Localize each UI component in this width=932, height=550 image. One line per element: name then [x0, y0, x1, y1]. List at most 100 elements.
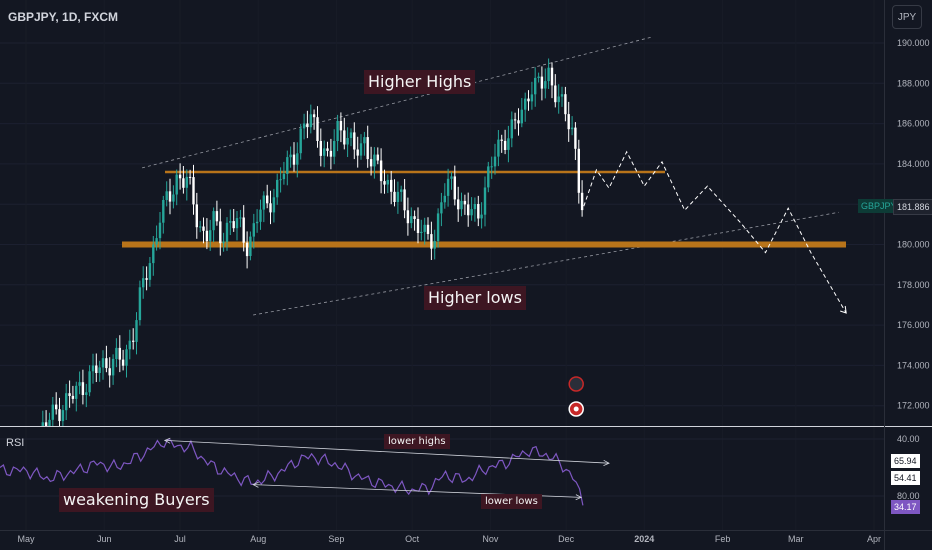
candle-down [215, 211, 219, 222]
channel-lower-line [253, 211, 839, 316]
candle-down [540, 76, 544, 89]
candle-up [155, 238, 158, 245]
candle-down [292, 154, 296, 165]
candle-down [356, 149, 359, 156]
price-tick-label: 176.000 [897, 320, 930, 330]
candle-down [376, 154, 379, 161]
currency-button[interactable]: JPY [892, 5, 922, 29]
candle-up [497, 139, 500, 157]
higher-highs-annotation: Higher Highs [364, 70, 476, 94]
candle-up [534, 77, 537, 95]
candle-up [396, 191, 400, 202]
candle-down [379, 160, 383, 182]
candle-down [132, 340, 135, 342]
rsi-lower-lows-arrow-head [252, 481, 259, 488]
candle-up [85, 392, 88, 395]
higher-lows-annotation: Higher lows [424, 286, 526, 310]
candle-up [436, 213, 440, 241]
candle-up [480, 214, 483, 219]
candle-down [145, 278, 148, 280]
candle-up [410, 216, 413, 224]
candle-up [65, 393, 68, 411]
candle-up [302, 123, 306, 129]
candle-up [78, 382, 81, 386]
candle-up [336, 121, 339, 141]
price-tag-value: 181.886 [893, 199, 932, 215]
candle-up [570, 127, 574, 130]
price-tag-symbol: GBPJPY [858, 199, 900, 213]
candle-down [403, 189, 406, 211]
candle-up [235, 218, 239, 229]
candle-down [242, 217, 245, 243]
candle-up [239, 217, 242, 219]
time-tick-label: Mar [788, 534, 804, 544]
candle-up [225, 222, 229, 242]
candle-up [460, 200, 463, 210]
candle-up [544, 81, 547, 89]
candle-down [195, 204, 198, 228]
candle-up [510, 119, 513, 139]
candle-up [299, 128, 302, 154]
candle-up [349, 132, 353, 138]
candle-up [128, 340, 131, 350]
candle-down [564, 94, 567, 115]
candle-up [152, 244, 155, 264]
support-level-band [122, 241, 846, 248]
candle-up [185, 176, 188, 188]
candle-down [343, 130, 346, 145]
candle-up [272, 197, 276, 213]
candle-up [423, 224, 426, 232]
rsi-lower-lows-arrow-head [575, 494, 583, 501]
candle-up [91, 365, 95, 372]
candle-down [188, 176, 192, 178]
candle-up [309, 114, 312, 128]
symbol-title: GBPJPY, 1D, FXCM [8, 10, 119, 24]
candle-up [346, 138, 349, 145]
candle-up [172, 194, 175, 202]
candle-up [111, 358, 115, 376]
candle-up [520, 109, 523, 124]
candle-down [316, 117, 319, 141]
candle-down [393, 191, 396, 202]
candle-down [205, 230, 209, 242]
candle-up [41, 422, 44, 426]
rsi-lower-highs-arrow-head [603, 459, 610, 466]
candle-up [148, 263, 152, 280]
candle-down [369, 159, 373, 167]
candle-down [453, 176, 456, 200]
candle-down [58, 409, 61, 422]
candle-down [192, 177, 195, 205]
candle-up [524, 98, 527, 110]
candle-up [440, 202, 443, 214]
time-tick-label: 2024 [634, 534, 654, 544]
time-tick-label: May [17, 534, 35, 544]
candle-down [329, 150, 333, 157]
candle-down [366, 137, 369, 160]
candle-up [199, 226, 202, 228]
candle-down [219, 221, 222, 244]
candle-up [279, 179, 282, 181]
candle-up [490, 166, 493, 168]
rsi-tick-label: 80.00 [897, 491, 920, 501]
candle-down [182, 178, 185, 188]
candle-up [323, 148, 326, 156]
candle-up [162, 200, 165, 223]
candle-up [473, 204, 477, 210]
candle-up [530, 94, 534, 102]
lower-lows-annotation: lower lows [481, 494, 542, 509]
price-tick-label: 186.000 [897, 119, 930, 129]
weakening-buyers-annotation: weakening Buyers [59, 488, 214, 512]
candle-down [44, 422, 48, 426]
candle-down [312, 114, 316, 118]
candle-down [108, 368, 111, 376]
time-tick-label: Feb [715, 534, 731, 544]
candle-down [266, 195, 269, 204]
candle-up [138, 287, 142, 321]
candle-down [477, 204, 480, 219]
candle-up [48, 419, 51, 426]
candle-up [259, 209, 262, 222]
candle-up [135, 320, 138, 342]
candle-down [430, 234, 433, 249]
candle-down [121, 359, 125, 366]
candle-up [296, 153, 299, 165]
